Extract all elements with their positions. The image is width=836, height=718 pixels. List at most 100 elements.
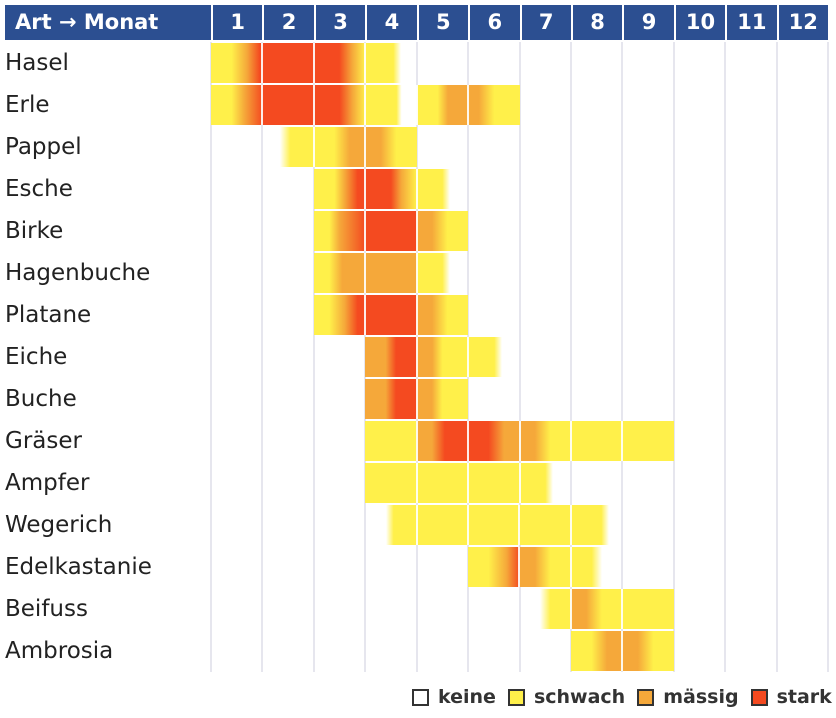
pollen-band <box>313 169 451 209</box>
species-label: Hasel <box>5 50 69 76</box>
cell-divider <box>467 85 470 125</box>
legend-label: schwach <box>533 686 626 708</box>
pollen-band <box>211 85 520 125</box>
pollen-band <box>365 463 553 503</box>
species-label: Ambrosia <box>5 638 114 664</box>
cell-divider <box>621 589 624 629</box>
header-label: Art → Monat <box>15 10 159 34</box>
cell-divider <box>415 421 418 461</box>
cell-divider <box>415 211 418 251</box>
cell-divider <box>569 547 572 587</box>
cell-divider <box>415 337 418 377</box>
cell-divider <box>312 43 315 83</box>
gridline <box>621 42 624 672</box>
gridline <box>518 42 521 672</box>
legend-item: keine <box>412 686 496 708</box>
pollen-band <box>211 43 402 83</box>
cell-divider <box>364 43 367 83</box>
pollen-band <box>365 379 469 419</box>
species-label: Gräser <box>5 428 82 454</box>
cell-divider <box>312 85 315 125</box>
cell-divider <box>415 169 418 209</box>
species-label: Edelkastanie <box>5 554 152 580</box>
month-header: 7 <box>519 5 571 40</box>
cell-divider <box>415 85 418 125</box>
pollen-band <box>365 337 502 377</box>
cell-divider <box>364 169 367 209</box>
month-header: 3 <box>313 5 365 40</box>
species-label: Wegerich <box>5 512 113 538</box>
legend-swatch <box>507 688 525 706</box>
cell-divider <box>467 505 470 545</box>
cell-divider <box>364 253 367 293</box>
legend-item: stark <box>750 686 832 708</box>
pollen-band <box>468 547 602 587</box>
month-header: 10 <box>673 5 725 40</box>
header-row: Art → Monat 1 2 3 4 5 6 7 8 9 10 11 12 <box>5 5 828 40</box>
month-header: 6 <box>468 5 519 40</box>
gridline <box>724 42 727 672</box>
cell-divider <box>518 505 521 545</box>
month-header: 9 <box>622 5 673 40</box>
gridline <box>672 42 675 672</box>
month-header: 1 <box>211 5 262 40</box>
cell-divider <box>261 43 264 83</box>
legend-swatch <box>412 688 429 706</box>
cell-divider <box>415 295 418 335</box>
cell-divider <box>518 463 521 503</box>
cell-divider <box>569 421 572 461</box>
cell-divider <box>467 421 470 461</box>
legend-label: keine <box>438 686 496 708</box>
cell-divider <box>415 505 418 545</box>
species-label: Pappel <box>5 134 82 160</box>
cell-divider <box>621 421 624 461</box>
species-label: Ampfer <box>5 470 90 496</box>
species-label: Beifuss <box>5 596 88 622</box>
pollen-band <box>280 127 417 167</box>
cell-divider <box>467 337 470 377</box>
legend: keine schwach mässig stark <box>412 684 836 710</box>
cell-divider <box>569 505 572 545</box>
species-label: Platane <box>5 302 92 328</box>
legend-swatch <box>750 688 768 706</box>
month-header: 8 <box>570 5 622 40</box>
cell-divider <box>312 127 315 167</box>
pollen-band <box>385 505 610 545</box>
gridline <box>312 42 315 672</box>
month-header: 12 <box>776 5 828 40</box>
month-header: 4 <box>365 5 416 40</box>
cell-divider <box>467 463 470 503</box>
cell-divider <box>415 253 418 293</box>
gridline <box>261 42 264 672</box>
species-label: Esche <box>5 176 73 202</box>
pollen-band <box>365 421 674 461</box>
month-header: 2 <box>262 5 313 40</box>
pollen-band <box>313 295 469 335</box>
cell-divider <box>364 127 367 167</box>
cell-divider <box>518 421 521 461</box>
pollen-band <box>570 631 674 671</box>
legend-label: stark <box>776 686 832 708</box>
pollen-band <box>313 211 469 251</box>
species-label: Buche <box>5 386 77 412</box>
cell-divider <box>569 589 572 629</box>
legend-label: mässig <box>663 686 739 708</box>
species-label: Erle <box>5 92 50 118</box>
cell-divider <box>364 211 367 251</box>
gridline <box>210 42 212 672</box>
species-label: Eiche <box>5 344 68 370</box>
gridline <box>827 42 829 672</box>
cell-divider <box>621 631 624 671</box>
cell-divider <box>415 379 418 419</box>
cell-divider <box>261 85 264 125</box>
species-label: Birke <box>5 218 64 244</box>
pollen-band <box>313 253 451 293</box>
species-label: Hagenbuche <box>5 260 151 286</box>
legend-swatch <box>637 688 655 706</box>
legend-item: schwach <box>507 686 626 708</box>
cell-divider <box>518 547 521 587</box>
legend-item: mässig <box>637 686 739 708</box>
cell-divider <box>364 295 367 335</box>
pollen-band <box>540 589 674 629</box>
cell-divider <box>364 85 367 125</box>
